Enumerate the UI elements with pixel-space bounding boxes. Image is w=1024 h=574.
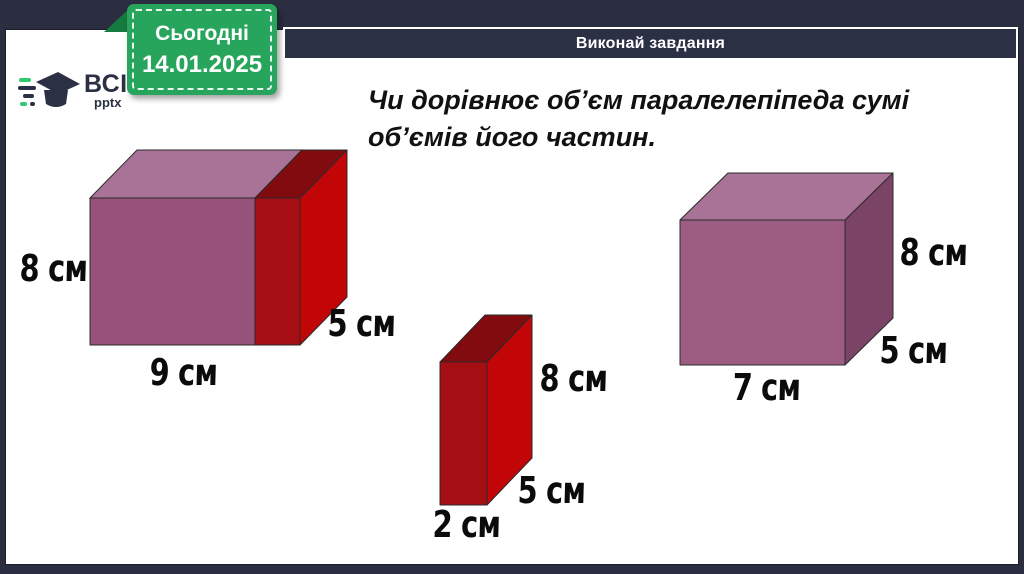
date-badge-day: Сьогодні — [155, 21, 249, 45]
right-box-side-face — [844, 172, 894, 366]
task-title-line2: об’ємів його частин. — [368, 122, 656, 152]
date-badge-date: 14.01.2025 — [141, 50, 263, 78]
middle-box-depth-label: 5 см — [516, 469, 586, 512]
left-box-depth-label: 5 см — [326, 302, 396, 345]
middle-box-side-face — [486, 314, 533, 506]
graduation-cap-icon — [18, 72, 80, 107]
slide-header-bar: Виконай завдання — [283, 27, 1018, 60]
boxes-diagram — [89, 149, 894, 506]
right-box-depth-label: 5 см — [878, 329, 948, 372]
slide-content-panel: ВСІМ pptx Чи дорівнює об’єм паралелепіпе… — [6, 30, 1018, 564]
left-box-width-label: 9 см — [148, 351, 218, 394]
left-box-red-front-face — [254, 197, 301, 346]
task-title: Чи дорівнює об’єм паралелепіпеда сумі об… — [368, 82, 988, 156]
task-title-line1: Чи дорівнює об’єм паралелепіпеда сумі — [368, 85, 910, 115]
left-box-red-side-face — [299, 149, 348, 346]
middle-box-height-label: 8 см — [538, 357, 608, 400]
middle-box-front-face — [439, 361, 488, 506]
slide-header-title: Виконай завдання — [575, 34, 726, 52]
date-badge: Сьогодні 14.01.2025 — [127, 4, 277, 95]
left-box-height-label: 8 см — [18, 247, 88, 290]
right-box-height-label: 8 см — [898, 231, 968, 274]
right-box-width-label: 7 см — [731, 366, 801, 409]
right-box-front-face — [679, 219, 846, 366]
brand-sub: pptx — [94, 95, 122, 110]
left-box-front-face — [89, 197, 256, 346]
middle-box-width-label: 2 см — [431, 503, 501, 546]
